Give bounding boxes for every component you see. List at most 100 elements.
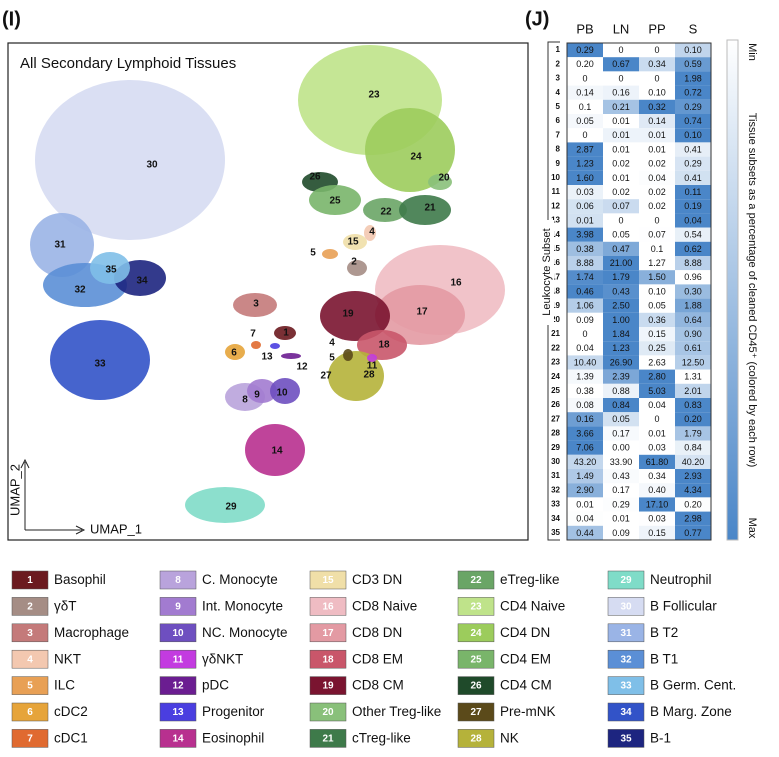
cell-value: 0.19 xyxy=(684,201,702,211)
cell-value: 2.87 xyxy=(576,144,594,154)
heat-cell xyxy=(639,327,675,342)
cell-value: 0.01 xyxy=(648,130,666,140)
cell-value: 0 xyxy=(618,215,623,225)
heat-cell xyxy=(675,170,711,185)
row-label: 14 xyxy=(551,230,560,239)
row-label: 26 xyxy=(551,400,560,409)
heat-cell xyxy=(567,440,603,455)
cell-value: 0.61 xyxy=(684,343,702,353)
heat-cell xyxy=(639,412,675,427)
heat-cell xyxy=(567,525,603,540)
cell-value: 0.17 xyxy=(612,428,630,438)
cluster-label: 35 xyxy=(105,265,117,276)
cluster-label: 28 xyxy=(363,370,375,381)
cell-value: 0.32 xyxy=(648,102,666,112)
legend-id: 19 xyxy=(322,681,334,692)
heat-cell xyxy=(567,469,603,484)
row-axis-label: Leukocyte Subset xyxy=(541,228,553,315)
cell-value: 0.01 xyxy=(648,428,666,438)
cell-value: 1.60 xyxy=(576,173,594,183)
cell-value: 0.64 xyxy=(684,315,702,325)
heat-cell xyxy=(675,383,711,398)
heat-cell xyxy=(603,170,639,185)
heat-cell xyxy=(675,256,711,271)
row-label: 6 xyxy=(556,116,561,125)
heat-cell xyxy=(603,114,639,129)
cell-value: 0.44 xyxy=(576,528,594,538)
legend-swatch xyxy=(309,676,347,695)
cell-value: 0.43 xyxy=(612,286,630,296)
legend-name: cTreg-like xyxy=(352,730,411,745)
cell-value: 0.04 xyxy=(648,173,666,183)
cluster-blob xyxy=(245,424,305,476)
legend-swatch xyxy=(309,729,347,748)
cluster-label: 1 xyxy=(283,328,289,339)
heat-cell xyxy=(603,256,639,271)
legend-id: 17 xyxy=(322,628,334,639)
legend-id: 10 xyxy=(172,628,184,639)
cell-value: 0.05 xyxy=(612,230,630,240)
cell-value: 0.34 xyxy=(648,59,666,69)
row-label: 31 xyxy=(551,471,560,480)
cell-value: 0.09 xyxy=(576,315,594,325)
cell-value: 0.02 xyxy=(612,187,630,197)
cluster-label: 16 xyxy=(450,278,462,289)
column-header: PB xyxy=(576,21,593,36)
cell-value: 0.02 xyxy=(648,201,666,211)
cell-value: 0.29 xyxy=(684,102,702,112)
legend-id: 23 xyxy=(470,602,482,613)
cell-value: 0.77 xyxy=(684,528,702,538)
heat-cell xyxy=(603,383,639,398)
legend-name: cDC2 xyxy=(54,704,88,719)
cell-value: 0.03 xyxy=(576,187,594,197)
heat-cell xyxy=(675,57,711,72)
cluster-blob xyxy=(274,326,296,340)
cell-value: 2.50 xyxy=(612,301,630,311)
heat-cell xyxy=(603,156,639,171)
legend-name: γδT xyxy=(54,598,77,613)
cell-value: 1.98 xyxy=(684,73,702,83)
legend-swatch xyxy=(159,649,197,669)
legend-swatch xyxy=(607,729,645,748)
cell-value: 1.31 xyxy=(684,372,702,382)
heat-cell xyxy=(603,412,639,427)
cluster-blob xyxy=(90,252,130,284)
heat-cell xyxy=(639,128,675,143)
heat-cell xyxy=(603,71,639,86)
heat-cell xyxy=(567,85,603,100)
heat-cell xyxy=(639,170,675,185)
legend-id: 35 xyxy=(620,734,632,745)
cell-value: 0.05 xyxy=(612,414,630,424)
heat-cell xyxy=(639,213,675,228)
heat-cell xyxy=(567,114,603,129)
cluster-blob xyxy=(375,285,465,345)
cluster-label: 22 xyxy=(380,207,392,218)
cluster-label: 4 xyxy=(329,338,335,349)
cell-value: 12.50 xyxy=(682,357,705,367)
cell-value: 0.08 xyxy=(576,400,594,410)
legend-swatch xyxy=(11,570,49,590)
legend-swatch xyxy=(159,623,197,643)
legend-swatch xyxy=(11,649,49,669)
cell-value: 0.59 xyxy=(684,59,702,69)
cell-value: 0.01 xyxy=(612,514,630,524)
cluster-blob xyxy=(247,379,277,403)
cell-value: 61.80 xyxy=(646,457,669,467)
color-scale xyxy=(726,39,739,541)
cell-value: 0.29 xyxy=(684,159,702,169)
cell-value: 0.10 xyxy=(684,45,702,55)
heat-cell xyxy=(675,412,711,427)
cell-value: 0.01 xyxy=(576,215,594,225)
row-label: 3 xyxy=(556,74,561,83)
legend-swatch xyxy=(309,702,347,722)
cell-value: 0.41 xyxy=(684,173,702,183)
legend-id: 8 xyxy=(175,575,181,586)
cell-value: 0.06 xyxy=(576,201,594,211)
legend-name: CD8 EM xyxy=(352,651,403,666)
heat-cell xyxy=(675,454,711,469)
legend-swatch xyxy=(309,623,347,643)
cell-value: 2.98 xyxy=(684,514,702,524)
cell-value: 1.50 xyxy=(648,272,666,282)
cluster-blob xyxy=(363,198,407,222)
